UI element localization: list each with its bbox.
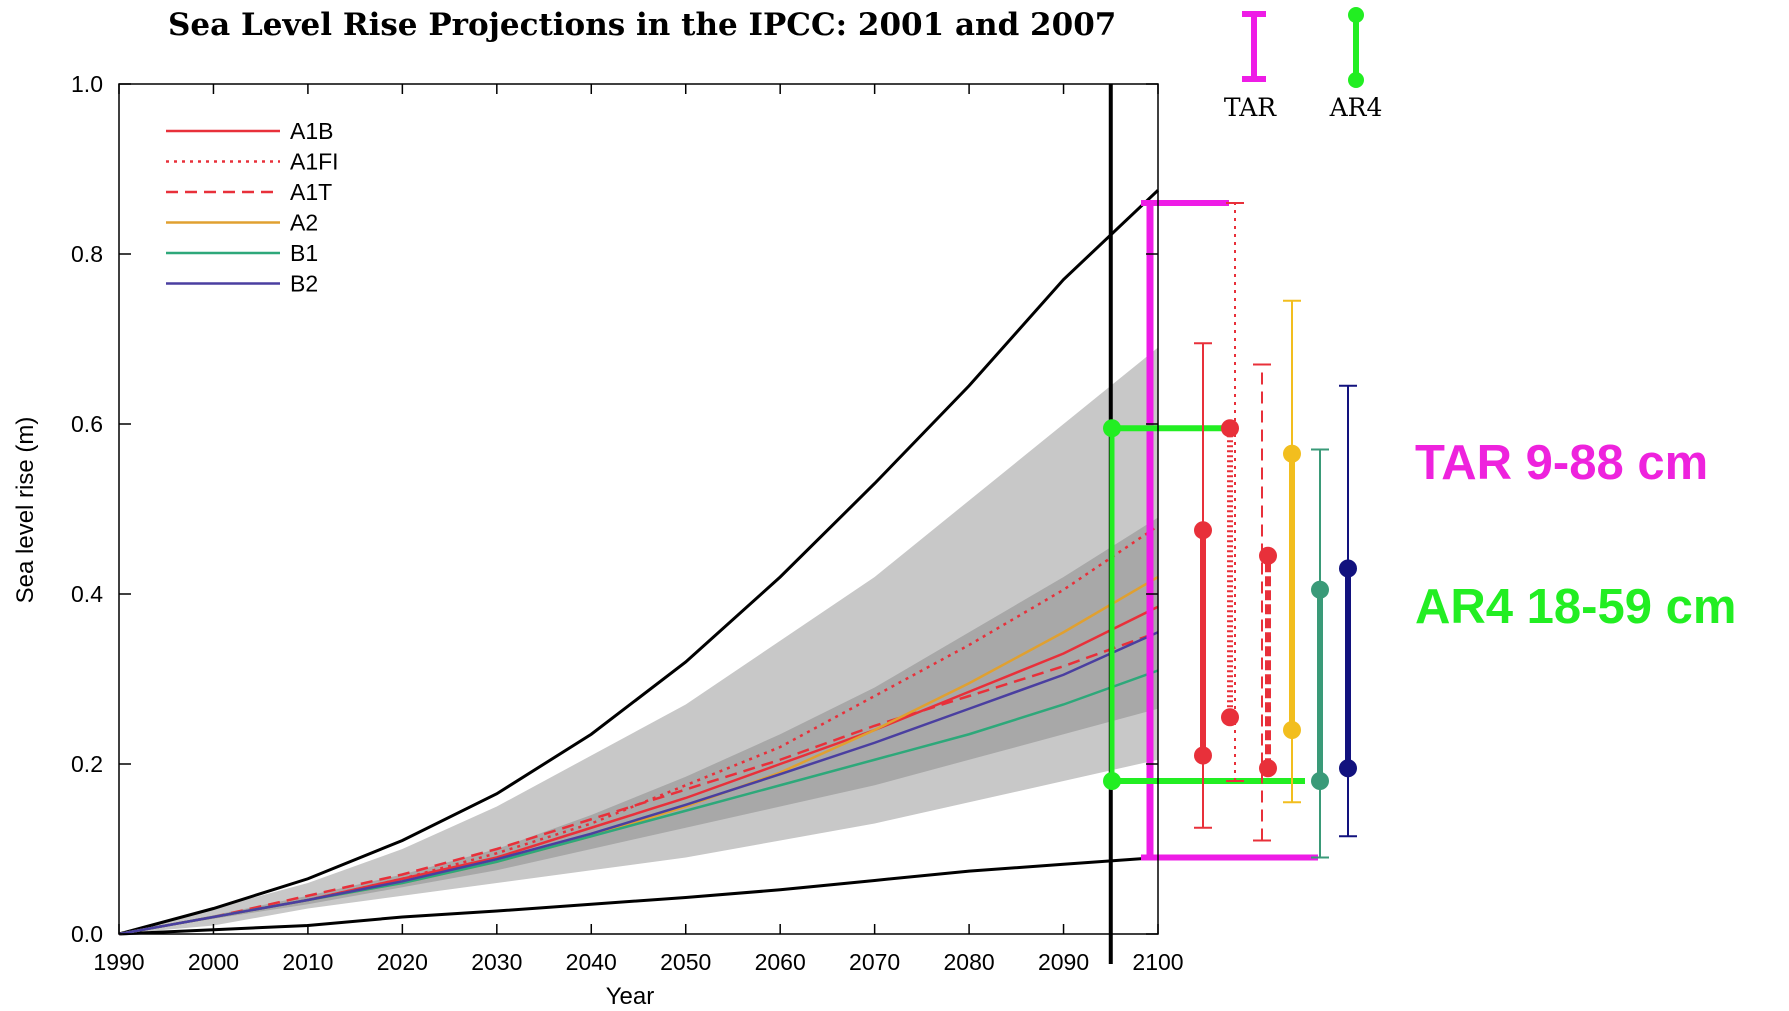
legend-label-b1: B1 — [290, 240, 318, 266]
uncertainty-band-light — [119, 347, 1158, 934]
x-tick-label: 2000 — [188, 949, 239, 975]
y-tick-label: 1.0 — [71, 71, 103, 97]
legend-label-a1b: A1B — [290, 118, 333, 144]
key-ar4-label: AR4 — [1329, 93, 1383, 122]
x-tick-label: 2010 — [282, 949, 333, 975]
ar4-dot-bottom-a1t — [1259, 759, 1277, 778]
x-tick-label: 2070 — [849, 949, 900, 975]
x-tick-label: 2100 — [1132, 949, 1183, 975]
chart-title: Sea Level Rise Projections in the IPCC: … — [168, 7, 1116, 43]
x-tick-label: 1990 — [93, 949, 144, 975]
ar4-dot-bottom-a1b — [1194, 746, 1212, 765]
x-tick-label: 2020 — [377, 949, 428, 975]
legend-label-a2: A2 — [290, 210, 318, 236]
x-tick-label: 2030 — [471, 949, 522, 975]
x-tick-label: 2060 — [755, 949, 806, 975]
y-tick-label: 0.2 — [71, 751, 103, 777]
y-tick-label: 0.0 — [71, 921, 103, 947]
x-tick-label: 2090 — [1038, 949, 1089, 975]
ar4-dot-top-a1fi — [1221, 419, 1239, 438]
ar4-dot-bottom-a2 — [1283, 721, 1301, 739]
legend-label-a1t: A1T — [290, 179, 332, 205]
x-tick-label: 2050 — [660, 949, 711, 975]
series-line-b2 — [118, 631, 1159, 936]
tar-range-text: TAR 9-88 cm — [1415, 436, 1708, 490]
envelope-upper-line — [118, 189, 1160, 936]
ar4-dot-bottom-a1fi — [1221, 708, 1239, 727]
plot-area — [118, 84, 1160, 964]
legend-label-b2: B2 — [290, 271, 318, 297]
series-line-a1t — [118, 631, 1159, 936]
ar4-bracket-dot-top — [1103, 419, 1121, 438]
y-tick-label: 0.6 — [71, 411, 103, 437]
legend: A1B A1FI A1T A2 B1 B2 — [166, 118, 339, 297]
range-bars — [1103, 200, 1357, 861]
legend-label-a1fi: A1FI — [290, 149, 339, 175]
key-tar-label: TAR — [1224, 93, 1277, 122]
ar4-dot-bottom-b1 — [1311, 772, 1329, 790]
ar4-dot-top-a1t — [1259, 546, 1277, 565]
envelope-lower-line — [118, 856, 1159, 936]
ar4-dot-top-b2 — [1339, 559, 1357, 578]
key-ar4-dot-bottom — [1348, 72, 1364, 88]
ar4-dot-top-a1b — [1194, 521, 1212, 540]
x-tick-label: 2080 — [944, 949, 995, 975]
x-tick-label: 2040 — [566, 949, 617, 975]
x-axis-label: Year — [606, 983, 655, 1010]
uncertainty-band-dark — [119, 517, 1158, 934]
y-tick-label: 0.4 — [71, 581, 103, 607]
ar4-dot-top-b1 — [1311, 580, 1329, 599]
key-ar4-dot-top — [1348, 7, 1364, 23]
y-tick-label: 0.8 — [71, 241, 103, 267]
ar4-range-text: AR4 18-59 cm — [1415, 580, 1736, 634]
plot-frame — [118, 83, 1159, 935]
ar4-dot-top-a2 — [1283, 444, 1301, 463]
ar4-dot-bottom-b2 — [1339, 759, 1357, 778]
axes: 1990 2000 2010 2020 2030 2040 2050 2060 2070 2080… — [71, 71, 1184, 975]
bracket-key: TAR AR4 — [1224, 7, 1382, 122]
ar4-bracket-dot-bottom — [1103, 772, 1121, 790]
y-axis-label: Sea level rise (m) — [12, 417, 39, 604]
